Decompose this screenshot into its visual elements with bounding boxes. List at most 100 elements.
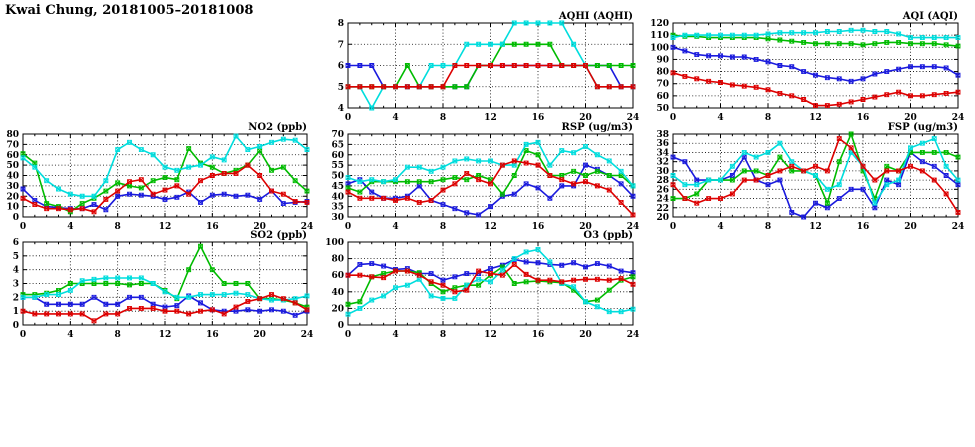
x-tick-label: 8 <box>440 113 446 123</box>
y-tick-label: 60 <box>331 151 344 161</box>
y-tick-label: 70 <box>6 140 19 150</box>
x-tick-label: 24 <box>952 222 965 232</box>
series-red <box>345 261 636 295</box>
x-tick-label: 8 <box>765 113 771 123</box>
series-blue <box>345 256 636 283</box>
series-cyan <box>345 247 636 317</box>
y-tick-label: 5 <box>338 83 344 93</box>
x-tick-label: 24 <box>952 113 965 123</box>
series-red <box>20 292 310 324</box>
chart-title-aqi: AQI (AQI) <box>902 11 958 22</box>
x-tick-label: 0 <box>670 113 676 123</box>
series-cyan <box>20 133 310 199</box>
series-markers-cyan <box>20 133 310 199</box>
x-tick-label: 8 <box>440 330 446 340</box>
series-markers-red <box>345 63 636 90</box>
x-tick-label: 16 <box>206 222 219 232</box>
series-cyan <box>670 27 961 41</box>
y-tick-label: 60 <box>6 151 19 161</box>
y-tick-label: 0 <box>338 321 344 331</box>
y-tick-label: 120 <box>650 19 669 29</box>
x-tick-label: 16 <box>857 113 870 123</box>
y-tick-label: 60 <box>331 271 344 281</box>
y-tick-label: 50 <box>331 172 344 182</box>
series-line-blue <box>672 151 959 218</box>
y-tick-label: 100 <box>325 238 344 248</box>
y-tick-label: 50 <box>6 161 19 171</box>
series-blue <box>670 149 961 220</box>
x-tick-label: 4 <box>392 330 398 340</box>
y-tick-label: 30 <box>6 182 19 192</box>
x-tick-label: 12 <box>809 222 822 232</box>
series-markers-red <box>670 136 961 215</box>
x-tick-label: 12 <box>159 222 172 232</box>
y-tick-label: 0 <box>13 213 19 223</box>
x-tick-label: 4 <box>392 222 398 232</box>
x-tick-label: 20 <box>904 113 917 123</box>
y-tick-label: 6 <box>13 238 19 248</box>
y-tick-label: 5 <box>13 252 19 262</box>
chart-title-aqhi: AQHI (AQHI) <box>558 11 633 22</box>
x-tick-label: 24 <box>301 222 314 232</box>
chart-aqi: 50 60 70 80 90 100 110 120 0 4 8 12 16 20 24 AQI (AQI) <box>643 7 972 124</box>
x-tick-label: 4 <box>67 330 73 340</box>
y-tick-label: 8 <box>338 19 344 29</box>
chart-aqhi: 4 5 6 7 8 0 4 8 12 16 20 24 AQHI (AQHI) <box>318 7 647 124</box>
chart-fsp: 20 22 24 26 28 30 32 34 36 38 0 4 8 12 16 20 24 FSP (ug/m… <box>643 118 972 233</box>
y-tick-label: 40 <box>331 288 344 298</box>
x-tick-label: 0 <box>345 113 351 123</box>
series-blue <box>345 162 636 218</box>
y-tick-label: 110 <box>650 31 669 41</box>
x-tick-label: 8 <box>765 222 771 232</box>
y-tick-label: 60 <box>656 92 669 102</box>
series-markers-red <box>20 162 310 215</box>
y-tick-label: 3 <box>13 280 19 290</box>
plot-border <box>22 241 308 326</box>
chart-title-so2: SO2 (ppb) <box>250 230 307 241</box>
y-tick-label: 55 <box>331 161 344 171</box>
x-tick-label: 8 <box>115 330 121 340</box>
y-tick-label: 32 <box>656 158 669 168</box>
series-markers-green <box>345 148 636 197</box>
x-tick-label: 12 <box>484 222 497 232</box>
x-tick-label: 12 <box>809 113 822 123</box>
series-blue <box>670 44 961 84</box>
series-markers-red <box>345 261 636 295</box>
x-tick-label: 20 <box>579 113 592 123</box>
series-red <box>670 70 961 109</box>
y-tick-label: 50 <box>656 104 669 114</box>
chart-o3: 0 20 40 60 80 100 0 4 8 12 16 20 24 O3 (ppb) <box>318 226 647 341</box>
y-tick-label: 30 <box>656 167 669 177</box>
y-tick-label: 28 <box>656 176 669 186</box>
y-tick-label: 35 <box>331 203 344 213</box>
x-tick-label: 16 <box>206 330 219 340</box>
series-markers-cyan <box>20 275 310 303</box>
y-tick-label: 45 <box>331 182 344 192</box>
y-tick-label: 80 <box>331 255 344 265</box>
y-tick-label: 6 <box>338 62 344 72</box>
series-red <box>670 136 961 215</box>
y-tick-label: 20 <box>331 304 344 314</box>
x-tick-label: 0 <box>20 222 26 232</box>
y-tick-label: 20 <box>6 192 19 202</box>
series-markers-blue <box>345 162 636 218</box>
series-red <box>20 162 310 215</box>
series-markers-red <box>345 158 636 218</box>
y-tick-label: 1 <box>13 307 19 317</box>
x-tick-label: 24 <box>627 113 640 123</box>
series-markers-blue <box>670 44 961 84</box>
chart-so2: 0 1 2 3 4 5 6 0 4 8 12 16 20 24 SO2 (ppb) <box>0 226 321 341</box>
series-red <box>345 158 636 218</box>
x-tick-label: 16 <box>857 222 870 232</box>
y-tick-label: 24 <box>656 195 669 205</box>
y-tick-label: 65 <box>331 140 344 150</box>
series-line-cyan <box>672 137 959 206</box>
